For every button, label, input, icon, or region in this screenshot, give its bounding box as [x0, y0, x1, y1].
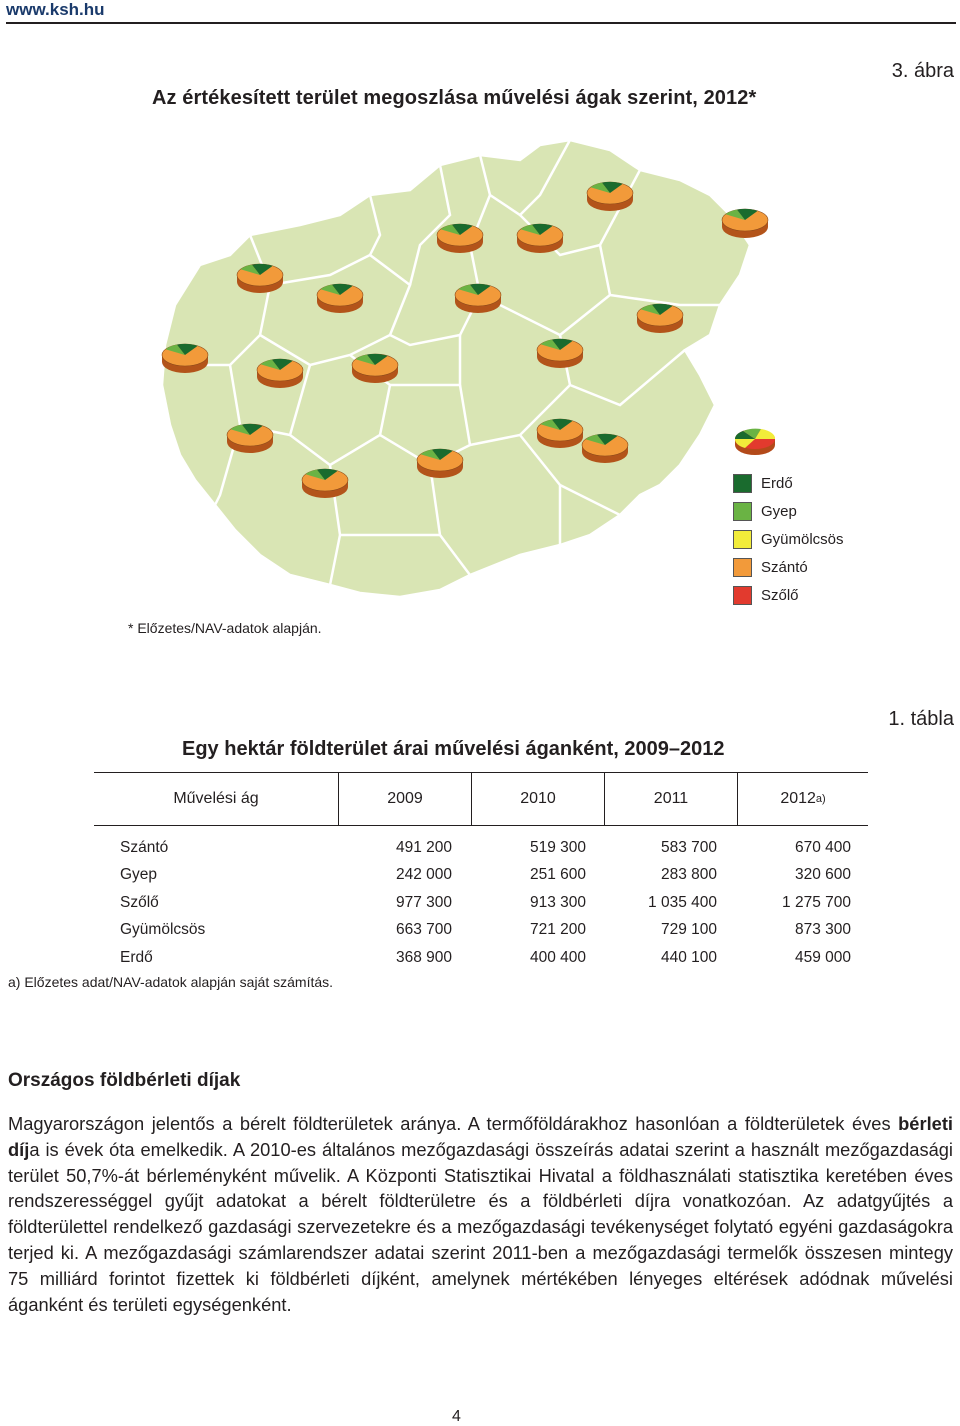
- table-cell: 670 400: [794, 838, 851, 856]
- map-legend: Erdő Gyep Gyümölcsös Szántó Szőlő: [733, 425, 913, 609]
- table-cell: 368 900: [395, 948, 452, 966]
- table-cell: 320 600: [794, 866, 851, 884]
- county-pie: [316, 283, 364, 313]
- table-cell: 913 300: [529, 893, 586, 911]
- table-cell: 873 300: [794, 921, 851, 939]
- row-label: Gyep: [120, 866, 158, 884]
- county-pie: [301, 468, 349, 498]
- county-pie: [536, 418, 584, 448]
- legend-item: Szőlő: [733, 581, 913, 609]
- price-table: Művelési ág 2009 2010 2011 2012 a) Szántó…: [94, 772, 868, 972]
- table-cell: 1 275 700: [782, 893, 851, 911]
- county-pie: [436, 223, 484, 253]
- county-pie: [581, 433, 629, 463]
- figure-label: 3. ábra: [891, 60, 954, 82]
- table-cell: 440 100: [660, 948, 717, 966]
- legend-swatch: [733, 585, 752, 605]
- legend-item: Szántó: [733, 553, 913, 581]
- table-cell: 283 800: [660, 866, 717, 884]
- table-cell: 729 100: [660, 921, 717, 939]
- county-pie: [416, 448, 464, 478]
- table-row: Gyümölcsös 663 700 721 200 729 100 873 300: [94, 917, 868, 945]
- county-pie: [256, 358, 304, 388]
- table-row: Szőlő 977 300 913 300 1 035 400 1 275 700: [94, 889, 868, 917]
- legend-swatch: [733, 473, 752, 493]
- row-label: Erdő: [120, 948, 153, 966]
- section-title: Országos földbérleti díjak: [8, 1070, 241, 1091]
- county-pie: [236, 263, 284, 293]
- header-cell-2009: 2009: [338, 773, 471, 825]
- county-pie: [586, 181, 634, 211]
- table-cell: 459 000: [794, 948, 851, 966]
- legend-pie-icon: [734, 428, 776, 455]
- legend-label: Szántó: [761, 558, 808, 576]
- county-pie: [454, 283, 502, 313]
- figure-title: Az értékesített terület megoszlása művel…: [152, 87, 757, 109]
- county-pie: [721, 208, 769, 238]
- legend-label: Gyümölcsös: [761, 530, 844, 548]
- table-cell: 491 200: [395, 838, 452, 856]
- legend-label: Szőlő: [761, 586, 799, 604]
- county-pie: [351, 353, 399, 383]
- row-label: Szántó: [120, 838, 169, 856]
- table-cell: 977 300: [395, 893, 452, 911]
- legend-swatch: [733, 529, 752, 549]
- table-note: a) Előzetes adat/NAV-adatok alapján sajá…: [8, 974, 334, 990]
- paragraph-text-2: a is évek óta emelkedik. A 2010-es által…: [8, 1138, 953, 1315]
- county-pie: [516, 223, 564, 253]
- table-row: Gyep 242 000 251 600 283 800 320 600: [94, 862, 868, 890]
- section-body-paragraph: Magyarországon jelentős a bérelt földter…: [8, 1111, 953, 1317]
- table-title: Egy hektár földterület árai művelési ága…: [182, 738, 725, 760]
- page-number: 4: [452, 1408, 461, 1425]
- header-cell-2011: 2011: [604, 773, 737, 825]
- legend-swatch: [733, 501, 752, 521]
- table-body: Szántó 491 200 519 300 583 700 670 400 Gyep 24…: [94, 826, 868, 972]
- table-cell: 663 700: [395, 921, 452, 939]
- table-cell: 583 700: [660, 838, 717, 856]
- row-label: Szőlő: [120, 893, 159, 911]
- header-cell-2012: 2012 a): [737, 773, 868, 825]
- paragraph-text-1: Magyarországon jelentős a bérelt földter…: [8, 1113, 899, 1134]
- table-cell: 1 035 400: [648, 893, 717, 911]
- map-svg: [160, 138, 769, 599]
- table-cell: 519 300: [529, 838, 586, 856]
- paragraph-bold-term: bérleti díj: [8, 1113, 953, 1160]
- county-pie: [226, 423, 274, 453]
- table-cell: 251 600: [529, 866, 586, 884]
- site-url[interactable]: www.ksh.hu: [6, 0, 105, 19]
- legend-label: Erdő: [761, 474, 793, 492]
- table-cell: 242 000: [395, 866, 452, 884]
- county-pie: [536, 338, 584, 368]
- header-rule: [6, 22, 956, 24]
- figure-note: * Előzetes/NAV-adatok alapján.: [128, 620, 322, 636]
- legend-item: Gyep: [733, 497, 913, 525]
- table-cell: 721 200: [529, 921, 586, 939]
- table-row: Szántó 491 200 519 300 583 700 670 400: [94, 834, 868, 862]
- legend-item: Gyümölcsös: [733, 525, 913, 553]
- legend-item: Erdő: [733, 469, 913, 497]
- row-label: Gyümölcsös: [120, 921, 206, 939]
- county-pie: [636, 303, 684, 333]
- table-label: 1. tábla: [888, 708, 954, 730]
- table-row: Erdő 368 900 400 400 440 100 459 000: [94, 944, 868, 972]
- county-pie-charts: [161, 181, 769, 498]
- header-cell-branch: Művelési ág: [173, 790, 259, 807]
- table-header-row: Művelési ág 2009 2010 2011 2012 a): [94, 772, 868, 826]
- legend-label: Gyep: [761, 502, 797, 520]
- table-cell: 400 400: [529, 948, 586, 966]
- hungary-county-map: [140, 135, 830, 605]
- legend-swatch: [733, 557, 752, 577]
- header-footnote-mark: a): [815, 793, 826, 805]
- header-2012-text: 2012: [780, 790, 816, 807]
- county-borders: [180, 139, 720, 586]
- county-pie: [161, 343, 209, 373]
- header-cell-2010: 2010: [471, 773, 604, 825]
